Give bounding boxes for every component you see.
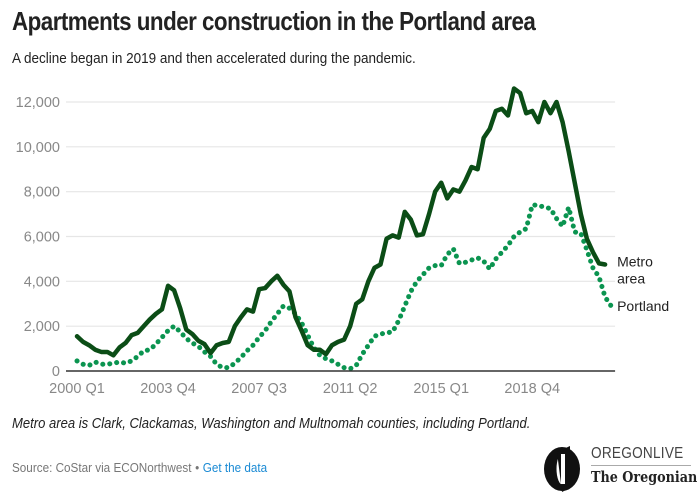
chart-subtitle: A decline began in 2019 and then acceler… [12, 50, 416, 67]
y-axis-ticks: 0 2,000 4,000 6,000 8,000 10,000 12,000 [16, 95, 60, 380]
line-chart: 0 2,000 4,000 6,000 8,000 10,000 12,000 2000 Q… [16, 86, 669, 397]
source-line: Source: CoStar via ECONorthwest • Get the … [12, 460, 267, 475]
y-tick-label: 4,000 [24, 274, 60, 290]
source-text: Source: CoStar via ECONorthwest [12, 460, 192, 475]
footnote: Metro area is Clark, Clackamas, Washingt… [12, 416, 531, 432]
get-the-data-link[interactable]: Get the data [202, 460, 268, 475]
series-line-metro-area [74, 86, 608, 358]
y-tick-label: 0 [52, 364, 60, 380]
series-label-metro-area: Metro [617, 254, 653, 270]
y-tick-label: 12,000 [16, 95, 60, 111]
x-axis-ticks: 2000 Q1 2003 Q4 2007 Q3 2011 Q2 2015 Q1 2018 … [49, 381, 560, 397]
gridlines [66, 101, 616, 327]
x-tick-label: 2003 Q4 [140, 381, 196, 397]
x-tick-label: 2007 Q3 [231, 381, 287, 397]
series-layer [74, 86, 614, 372]
oregonlive-wordmark: OREGONLIVE [591, 445, 684, 462]
y-tick-label: 10,000 [16, 140, 60, 156]
oregonian-o-icon [544, 446, 580, 492]
series-label-portland: Portland [617, 298, 669, 314]
separator-dot: • [195, 460, 200, 475]
series-label-metro-area: area [617, 271, 645, 287]
oregonian-logo[interactable]: OREGONLIVE The Oregonian [540, 442, 700, 494]
y-tick-label: 6,000 [24, 230, 60, 246]
y-tick-label: 8,000 [24, 185, 60, 201]
the-oregonian-wordmark: The Oregonian [591, 468, 698, 486]
y-tick-label: 2,000 [24, 319, 60, 335]
chart-title: Apartments under construction in the Por… [12, 6, 536, 36]
x-tick-label: 2018 Q4 [504, 381, 560, 397]
x-tick-label: 2011 Q2 [323, 381, 378, 397]
x-tick-label: 2000 Q1 [49, 381, 105, 397]
x-tick-label: 2015 Q1 [413, 381, 469, 397]
series-line-portland [74, 198, 614, 372]
logo-divider [591, 465, 691, 466]
